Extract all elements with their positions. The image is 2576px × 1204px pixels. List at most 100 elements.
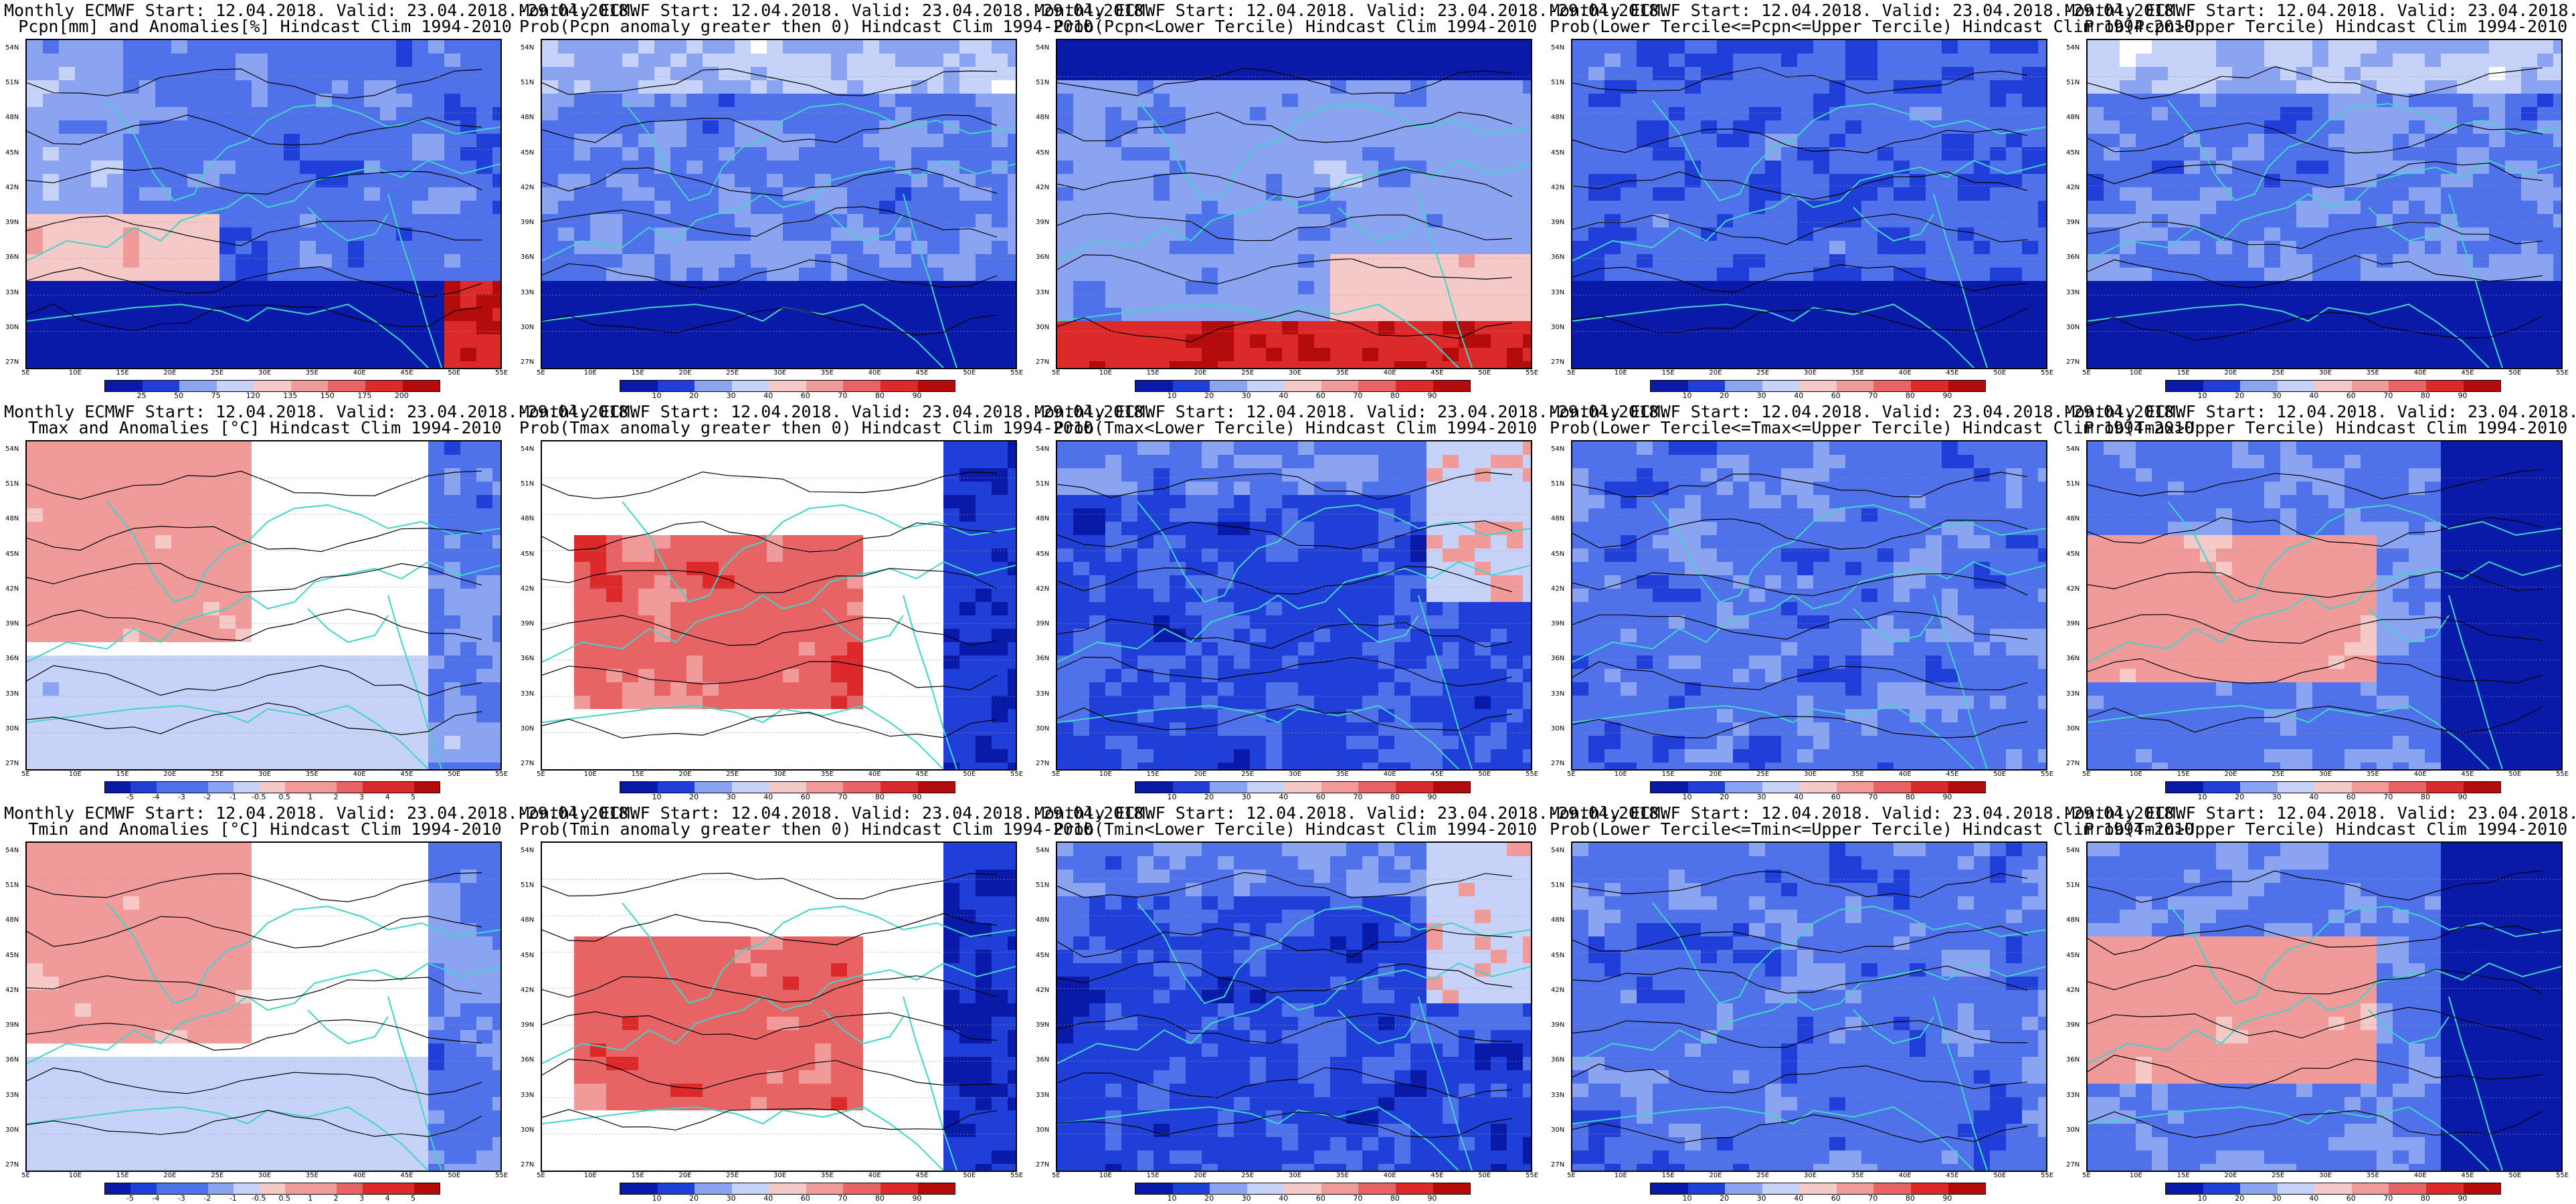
lat-label: 54N: [5, 847, 19, 854]
colorbar-swatch: [285, 782, 311, 793]
colorbar-swatch: [2203, 782, 2241, 793]
colorbar-swatch: [2463, 1183, 2501, 1194]
lon-label: 15E: [2177, 771, 2190, 778]
colorbar-swatch: [1651, 381, 1688, 391]
forecast-map: [1056, 841, 1532, 1172]
map-field: [27, 843, 500, 1171]
colorbar-swatch: [1910, 1183, 1948, 1194]
lat-label: 36N: [2066, 655, 2080, 663]
lon-label: 40E: [2413, 369, 2427, 377]
colorbar-swatch: [234, 782, 260, 793]
lat-label: 27N: [5, 359, 19, 366]
lon-label: 20E: [1194, 1172, 1207, 1179]
map-field: [1572, 441, 2046, 769]
colorbar-swatch: [2351, 1183, 2389, 1194]
colorbar-swatch: [1762, 1183, 1800, 1194]
lon-label: 45E: [915, 771, 929, 778]
colorbar-swatch: [1799, 381, 1837, 391]
lat-label: 30N: [1036, 323, 1050, 331]
lat-label: 27N: [2066, 1161, 2080, 1169]
colorbar-tick-label: 10: [1682, 793, 1692, 801]
colorbar-swatch: [1395, 782, 1433, 793]
lon-label: 35E: [305, 369, 318, 377]
lon-label: 15E: [2177, 1172, 2190, 1179]
lat-label: 33N: [2066, 1091, 2080, 1099]
lon-label: 10E: [1099, 369, 1112, 377]
colorbar-tick-label: 40: [1279, 793, 1289, 801]
lat-label: 27N: [1551, 760, 1565, 767]
lat-label: 36N: [521, 655, 535, 663]
lon-label: 15E: [1146, 369, 1160, 377]
forecast-map: [1056, 39, 1532, 369]
colorbar-tick-label: 80: [1390, 1194, 1400, 1203]
lat-label: 30N: [1551, 724, 1565, 732]
forecast-map: [541, 39, 1017, 369]
colorbar-swatch: [2389, 1183, 2426, 1194]
colorbar-tick-label: 30: [2272, 793, 2282, 801]
colorbar-tick-label: -5: [126, 793, 134, 801]
forecast-map: [2086, 841, 2563, 1172]
colorbar-swatch: [105, 782, 131, 793]
lon-label: 20E: [2224, 1172, 2237, 1179]
colorbar-swatch: [2463, 782, 2501, 793]
lat-label: 48N: [5, 515, 19, 523]
colorbar-tick-label: 40: [1794, 1194, 1804, 1203]
panel-title-line2: Prob(Tmin>Upper Tercile) Hindcast Clim 1…: [2084, 819, 2568, 839]
lat-label: 36N: [5, 655, 19, 663]
colorbar-swatch: [1247, 1183, 1285, 1194]
lat-label: 54N: [1551, 445, 1565, 453]
lon-label: 45E: [400, 369, 413, 377]
colorbar-swatch: [1358, 381, 1396, 391]
colorbar-tick-label: 70: [1868, 391, 1878, 400]
lat-label: 30N: [2066, 323, 2080, 331]
lon-label: 5E: [1567, 1172, 1576, 1179]
lon-label: 5E: [1052, 1172, 1061, 1179]
colorbar: [2165, 380, 2501, 392]
lon-label: 35E: [820, 369, 834, 377]
colorbar-swatch: [1247, 381, 1285, 391]
colorbar-tick-label: 10: [2197, 391, 2207, 400]
colorbar-tick-label: 5: [411, 1194, 416, 1203]
colorbar-swatch: [1799, 782, 1837, 793]
lon-label: 5E: [1052, 369, 1061, 377]
lat-label: 33N: [1551, 1091, 1565, 1099]
lon-label: 25E: [211, 1172, 224, 1179]
map-field: [542, 441, 1016, 769]
colorbar-tick-label: 60: [1315, 391, 1325, 400]
panel-title-line2: Prob(Pcpn<Lower Tercile) Hindcast Clim 1…: [1053, 17, 1538, 36]
map-panel-3: Monthly ECMWF Start: 12.04.2018. Valid: …: [1034, 1, 1669, 400]
colorbar-tick-label: 120: [246, 391, 260, 400]
lon-label: 25E: [1241, 369, 1255, 377]
lon-label: 15E: [116, 1172, 129, 1179]
panel-title-line1: Monthly ECMWF Start: 12.04.2018. Valid: …: [2065, 402, 2576, 421]
map-panel-8: Monthly ECMWF Start: 12.04.2018. Valid: …: [1034, 403, 1669, 801]
lon-label: 50E: [1478, 1172, 1491, 1179]
colorbar-tick-label: 90: [2458, 793, 2468, 801]
map-field: [1057, 40, 1531, 368]
lon-label: 30E: [258, 771, 272, 778]
colorbar-tick-label: 10: [652, 391, 662, 400]
colorbar-tick-label: 90: [912, 391, 922, 400]
colorbar-swatch: [2277, 1183, 2315, 1194]
colorbar-swatch: [917, 381, 955, 391]
map-panel-11: Monthly ECMWF Start: 12.04.2018. Valid: …: [4, 804, 638, 1203]
lat-label: 48N: [521, 515, 535, 523]
lat-label: 39N: [1551, 620, 1565, 628]
colorbar-swatch: [1172, 381, 1210, 391]
colorbar-swatch: [1873, 1183, 1911, 1194]
lon-label: 35E: [1851, 1172, 1864, 1179]
lat-label: 27N: [5, 1161, 19, 1169]
lon-label: 15E: [116, 771, 129, 778]
lon-label: 20E: [163, 369, 177, 377]
lat-label: 42N: [1036, 986, 1050, 994]
colorbar-tick-label: 30: [1241, 1194, 1251, 1203]
colorbar: [1135, 1183, 1471, 1195]
lon-label: 50E: [2508, 369, 2522, 377]
lon-label: 10E: [2129, 771, 2142, 778]
colorbar-swatch: [657, 381, 695, 391]
panel-title-line2: Prob(Pcpn>Upper Tercile) Hindcast Clim 1…: [2084, 17, 2568, 36]
colorbar-swatch: [207, 1183, 234, 1194]
lon-label: 35E: [305, 1172, 318, 1179]
colorbar-swatch: [413, 1183, 440, 1194]
